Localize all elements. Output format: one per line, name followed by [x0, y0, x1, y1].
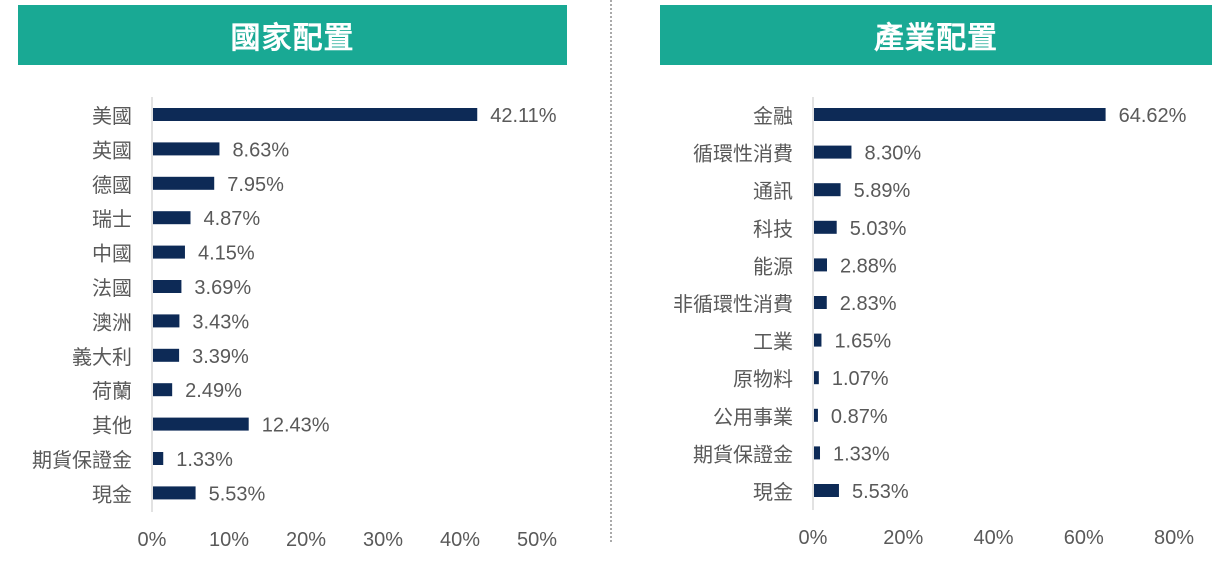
bar — [153, 245, 185, 259]
value-label: 1.33% — [833, 443, 890, 465]
bar — [153, 486, 196, 500]
value-label: 3.39% — [192, 346, 249, 368]
bar — [153, 417, 249, 431]
bar — [814, 258, 827, 272]
x-tick-label: 20% — [286, 529, 326, 551]
x-tick-label: 20% — [883, 527, 923, 549]
value-label: 1.07% — [832, 368, 889, 390]
value-label: 12.43% — [262, 415, 330, 437]
category-label: 工業 — [753, 331, 793, 354]
category-label: 法國 — [92, 277, 132, 300]
category-label: 原物料 — [733, 368, 793, 391]
value-label: 5.53% — [852, 481, 909, 503]
value-label: 1.33% — [176, 449, 233, 471]
value-label: 4.15% — [198, 243, 255, 265]
category-label: 荷蘭 — [92, 380, 132, 403]
bar — [814, 408, 818, 422]
category-label: 非循環性消費 — [673, 293, 793, 316]
category-label: 能源 — [753, 255, 793, 278]
bar — [814, 446, 821, 460]
x-tick-label: 0% — [799, 527, 828, 549]
category-label: 科技 — [753, 218, 793, 241]
bar — [814, 333, 822, 347]
x-tick-label: 40% — [973, 527, 1013, 549]
value-label: 4.87% — [203, 208, 260, 230]
category-label: 中國 — [92, 243, 132, 266]
bar — [153, 280, 182, 293]
category-label: 通訊 — [753, 180, 793, 203]
value-label: 5.03% — [850, 218, 907, 240]
value-label: 8.63% — [232, 139, 289, 161]
bar — [153, 452, 164, 465]
value-label: 2.49% — [185, 380, 242, 402]
bar — [153, 314, 180, 328]
category-label: 瑞士 — [92, 208, 132, 231]
category-label: 期貨保證金 — [693, 443, 793, 466]
category-label: 德國 — [92, 174, 132, 197]
x-tick-label: 0% — [138, 529, 167, 551]
country-allocation-title: 國家配置 — [18, 5, 567, 65]
category-label: 循環性消費 — [693, 143, 793, 166]
bar — [814, 371, 819, 385]
bar — [153, 348, 180, 362]
value-label: 8.30% — [864, 143, 921, 165]
category-label: 英國 — [92, 139, 132, 162]
bar — [153, 142, 220, 156]
category-label: 金融 — [753, 105, 793, 128]
category-label: 美國 — [92, 105, 132, 128]
value-label: 2.88% — [840, 255, 897, 277]
value-label: 0.87% — [831, 406, 888, 428]
bar — [814, 484, 839, 497]
value-label: 5.53% — [209, 483, 266, 505]
divider — [610, 0, 612, 542]
value-label: 64.62% — [1119, 105, 1187, 127]
bar — [153, 211, 191, 225]
category-label: 期貨保證金 — [32, 449, 132, 472]
bar — [814, 296, 827, 309]
value-label: 7.95% — [227, 174, 284, 196]
category-label: 其他 — [92, 415, 132, 438]
x-tick-label: 30% — [363, 529, 403, 551]
x-tick-label: 50% — [517, 529, 557, 551]
value-label: 3.43% — [192, 311, 249, 333]
category-label: 澳洲 — [92, 311, 132, 334]
value-label: 1.65% — [834, 331, 891, 353]
bar — [814, 220, 837, 234]
x-tick-label: 10% — [209, 529, 249, 551]
x-tick-label: 80% — [1154, 527, 1194, 549]
value-label: 5.89% — [854, 180, 911, 202]
bar — [814, 108, 1106, 121]
value-label: 42.11% — [490, 105, 557, 127]
bar — [814, 183, 841, 197]
category-label: 義大利 — [72, 346, 132, 369]
bar — [153, 176, 215, 190]
x-tick-label: 40% — [440, 529, 480, 551]
bar — [814, 145, 852, 159]
sector-allocation-title: 產業配置 — [660, 5, 1212, 65]
category-label: 公用事業 — [713, 406, 793, 429]
value-label: 3.69% — [194, 277, 251, 299]
category-label: 現金 — [92, 483, 132, 506]
x-tick-label: 60% — [1064, 527, 1104, 549]
bar — [153, 108, 478, 121]
category-label: 現金 — [753, 481, 793, 504]
bar — [153, 383, 173, 397]
value-label: 2.83% — [840, 293, 897, 315]
